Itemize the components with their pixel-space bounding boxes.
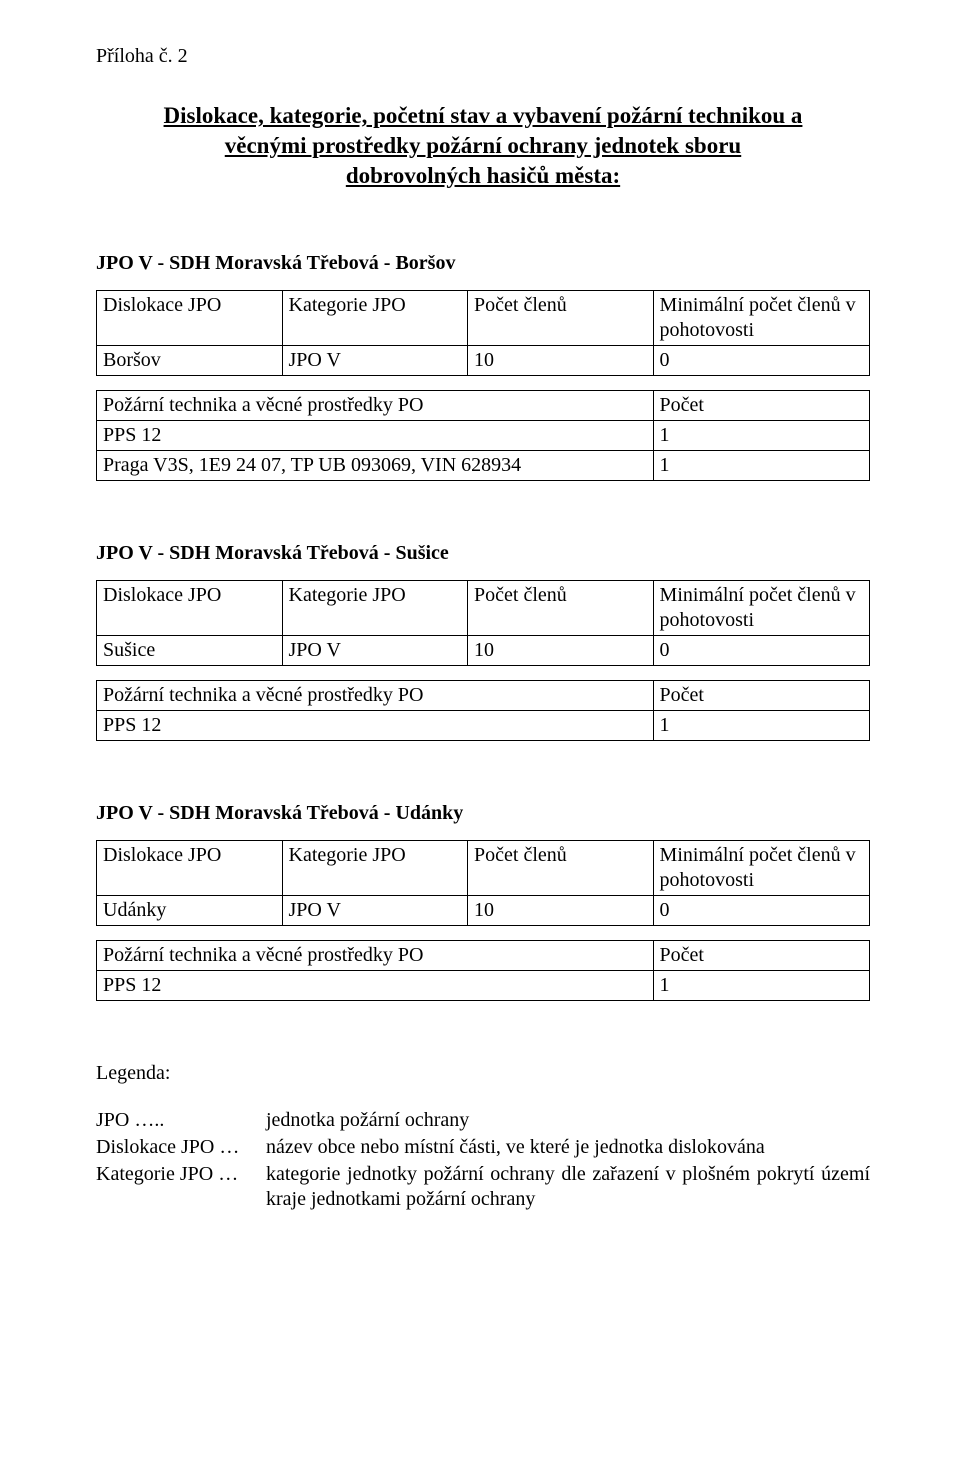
- cell: 1: [653, 420, 869, 450]
- section-borsov: JPO V - SDH Moravská Třebová - Boršov Di…: [96, 251, 870, 481]
- cell: Sušice: [97, 635, 283, 665]
- cell: 1: [653, 450, 869, 480]
- title-line: dobrovolných hasičů města:: [346, 163, 620, 188]
- col-header: Minimální počet členů v pohotovosti: [653, 840, 869, 895]
- unit-table: Dislokace JPO Kategorie JPO Počet členů …: [96, 580, 870, 666]
- cell: Praga V3S, 1E9 24 07, TP UB 093069, VIN …: [97, 450, 654, 480]
- table-row: PPS 12 1: [97, 710, 870, 740]
- cell: JPO V: [282, 345, 468, 375]
- cell: JPO V: [282, 635, 468, 665]
- equipment-table: Požární technika a věcné prostředky PO P…: [96, 390, 870, 481]
- table-row: Dislokace JPO Kategorie JPO Počet členů …: [97, 580, 870, 635]
- col-header: Minimální počet členů v pohotovosti: [653, 580, 869, 635]
- cell: Boršov: [97, 345, 283, 375]
- equipment-table: Požární technika a věcné prostředky PO P…: [96, 940, 870, 1001]
- legend-term: Dislokace JPO …: [96, 1135, 266, 1160]
- cell: 1: [653, 970, 869, 1000]
- cell: 0: [653, 895, 869, 925]
- col-header: Počet: [653, 940, 869, 970]
- col-header: Požární technika a věcné prostředky PO: [97, 940, 654, 970]
- page-title: Dislokace, kategorie, početní stav a vyb…: [133, 101, 833, 191]
- legend-def: jednotka požární ochrany: [266, 1108, 870, 1133]
- col-header: Dislokace JPO: [97, 840, 283, 895]
- col-header: Požární technika a věcné prostředky PO: [97, 680, 654, 710]
- cell: JPO V: [282, 895, 468, 925]
- col-header: Počet členů: [468, 840, 654, 895]
- cell: PPS 12: [97, 710, 654, 740]
- cell: 10: [468, 345, 654, 375]
- col-header: Počet: [653, 390, 869, 420]
- section-heading: JPO V - SDH Moravská Třebová - Udánky: [96, 801, 870, 826]
- legend-item: Kategorie JPO … kategorie jednotky požár…: [96, 1162, 870, 1212]
- cell: 0: [653, 345, 869, 375]
- table-row: Dislokace JPO Kategorie JPO Počet členů …: [97, 840, 870, 895]
- legend-def: kategorie jednotky požární ochrany dle z…: [266, 1162, 870, 1212]
- legend-term: JPO …..: [96, 1108, 266, 1133]
- table-row: Požární technika a věcné prostředky PO P…: [97, 680, 870, 710]
- section-heading: JPO V - SDH Moravská Třebová - Boršov: [96, 251, 870, 276]
- equipment-table: Požární technika a věcné prostředky PO P…: [96, 680, 870, 741]
- table-row: Udánky JPO V 10 0: [97, 895, 870, 925]
- col-header: Počet členů: [468, 290, 654, 345]
- legend-title: Legenda:: [96, 1061, 870, 1086]
- unit-table: Dislokace JPO Kategorie JPO Počet členů …: [96, 290, 870, 376]
- table-row: PPS 12 1: [97, 420, 870, 450]
- col-header: Požární technika a věcné prostředky PO: [97, 390, 654, 420]
- table-row: Boršov JPO V 10 0: [97, 345, 870, 375]
- annex-label: Příloha č. 2: [96, 44, 870, 69]
- title-line: věcnými prostředky požární ochrany jedno…: [225, 133, 741, 158]
- cell: Udánky: [97, 895, 283, 925]
- cell: PPS 12: [97, 970, 654, 1000]
- col-header: Počet členů: [468, 580, 654, 635]
- legend-item: Dislokace JPO … název obce nebo místní č…: [96, 1135, 870, 1160]
- legend-item: JPO ….. jednotka požární ochrany: [96, 1108, 870, 1133]
- section-heading: JPO V - SDH Moravská Třebová - Sušice: [96, 541, 870, 566]
- col-header: Kategorie JPO: [282, 580, 468, 635]
- table-row: Požární technika a věcné prostředky PO P…: [97, 940, 870, 970]
- legend-def: název obce nebo místní části, ve které j…: [266, 1135, 870, 1160]
- section-susice: JPO V - SDH Moravská Třebová - Sušice Di…: [96, 541, 870, 741]
- col-header: Kategorie JPO: [282, 290, 468, 345]
- col-header: Minimální počet členů v pohotovosti: [653, 290, 869, 345]
- cell: 0: [653, 635, 869, 665]
- cell: PPS 12: [97, 420, 654, 450]
- table-row: Praga V3S, 1E9 24 07, TP UB 093069, VIN …: [97, 450, 870, 480]
- table-row: Sušice JPO V 10 0: [97, 635, 870, 665]
- table-row: Dislokace JPO Kategorie JPO Počet členů …: [97, 290, 870, 345]
- col-header: Dislokace JPO: [97, 580, 283, 635]
- section-udanky: JPO V - SDH Moravská Třebová - Udánky Di…: [96, 801, 870, 1001]
- cell: 10: [468, 895, 654, 925]
- cell: 1: [653, 710, 869, 740]
- col-header: Dislokace JPO: [97, 290, 283, 345]
- title-line: Dislokace, kategorie, početní stav a vyb…: [164, 103, 803, 128]
- col-header: Počet: [653, 680, 869, 710]
- table-row: Požární technika a věcné prostředky PO P…: [97, 390, 870, 420]
- table-row: PPS 12 1: [97, 970, 870, 1000]
- legend-term: Kategorie JPO …: [96, 1162, 266, 1212]
- legend: Legenda: JPO ….. jednotka požární ochran…: [96, 1061, 870, 1212]
- cell: 10: [468, 635, 654, 665]
- unit-table: Dislokace JPO Kategorie JPO Počet členů …: [96, 840, 870, 926]
- col-header: Kategorie JPO: [282, 840, 468, 895]
